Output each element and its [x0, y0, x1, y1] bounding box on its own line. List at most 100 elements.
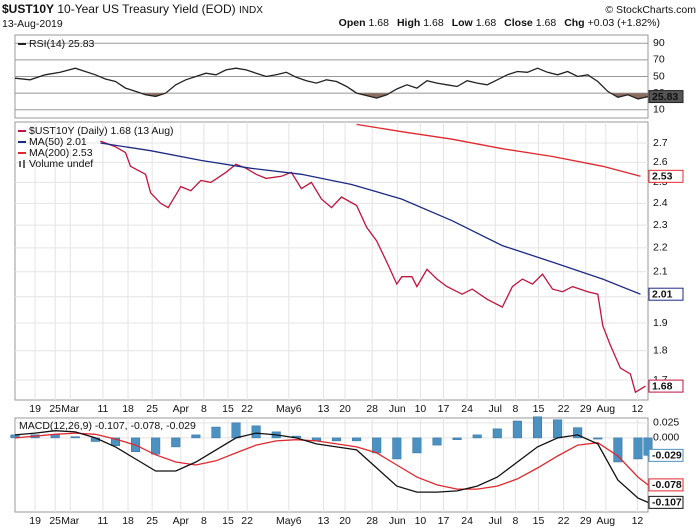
x-tick-label: 25 — [49, 403, 61, 415]
histogram-bar — [452, 437, 462, 440]
x-tick-label: Jun — [389, 403, 406, 415]
y-tick-label: 2.7 — [653, 137, 668, 149]
histogram-bar — [372, 437, 382, 454]
x-tick-label: 12 — [632, 403, 644, 415]
y-tick-label: 10 — [653, 103, 665, 115]
quote-label: Low — [452, 17, 474, 29]
x-tick-label: 28 — [366, 403, 378, 415]
last-value-box — [648, 169, 684, 183]
histogram-bar — [191, 434, 201, 439]
legend-swatch — [23, 160, 25, 168]
histogram-bar — [553, 419, 563, 439]
last-value-box — [648, 478, 684, 492]
histogram-bar — [231, 422, 241, 439]
histogram-bar — [432, 437, 442, 446]
quote-value: 1.68 — [423, 17, 444, 29]
last-value-box — [648, 448, 684, 462]
histogram-bar — [593, 437, 603, 440]
x-tick-label: Jun — [389, 515, 406, 527]
y-tick-label: 50 — [653, 70, 665, 82]
x-tick-label: Jul — [489, 515, 502, 527]
x-tick-label: 15 — [533, 403, 545, 415]
x-tick-label: 20 — [339, 403, 351, 415]
histogram-bar — [643, 437, 653, 456]
x-tick-label: Jul — [489, 403, 502, 415]
quote: Open 1.68 High 1.68 Low 1.68 Close 1.68 Chg +0.03… — [339, 17, 660, 29]
x-tick-label: 12 — [632, 515, 644, 527]
histogram-bar — [211, 426, 221, 439]
legend-label: RSI(14) 25.83 — [29, 38, 95, 50]
histogram-bar — [70, 436, 80, 439]
series-line — [100, 142, 641, 295]
quote-value: 1.68 — [476, 17, 497, 29]
quote-label: High — [397, 17, 420, 29]
y-tick-label: 2.6 — [653, 156, 668, 168]
quote-label: Close — [504, 17, 533, 29]
last-value-box — [648, 90, 684, 104]
date: 13-Aug-2019 — [2, 18, 63, 30]
x-tick-label: 13 — [318, 515, 330, 527]
legend-swatch — [19, 161, 21, 167]
histogram-bar — [492, 428, 502, 439]
histogram-bar — [151, 437, 161, 455]
chart-title: $UST10Y 10-Year US Treasury Yield (EOD) … — [2, 2, 263, 16]
legend-label: Volume undef — [29, 158, 93, 170]
x-tick-label: 13 — [318, 403, 330, 415]
x-tick-label: 22 — [558, 403, 570, 415]
x-tick-label: 10 — [415, 403, 427, 415]
x-tick-label: 18 — [122, 403, 134, 415]
histogram-bar — [412, 437, 422, 454]
x-tick-label: 8 — [201, 403, 207, 415]
y-tick-label: 2.1 — [653, 266, 668, 278]
x-tick-label: Mar — [61, 403, 80, 415]
legend-label: MA(200) 2.53 — [29, 147, 93, 159]
x-tick-label: 15 — [222, 403, 234, 415]
x-tick-label: May6 — [276, 515, 302, 527]
quote-label: Chg — [564, 17, 584, 29]
x-tick-label: 8 — [512, 515, 518, 527]
x-tick-label: 25 — [146, 403, 158, 415]
x-tick-label: 25 — [49, 515, 61, 527]
instrument-name: 10-Year US Treasury Yield (EOD) — [57, 2, 235, 16]
x-tick-label: 29 — [580, 403, 592, 415]
last-value-label: 2.01 — [652, 288, 673, 300]
x-tick-label: Mar — [61, 515, 80, 527]
x-tick-label: May6 — [276, 403, 302, 415]
y-tick-label: 1.9 — [653, 317, 668, 329]
symbol: $UST10Y — [2, 2, 54, 16]
y-tick-label: 0.000 — [653, 432, 679, 444]
series-line — [14, 67, 649, 100]
x-tick-label: Aug — [596, 515, 615, 527]
x-tick-label: 17 — [438, 515, 450, 527]
histogram-bar — [110, 437, 120, 446]
histogram-bar — [352, 437, 362, 442]
histogram-bar — [332, 437, 342, 442]
histogram-bar — [532, 416, 542, 439]
x-tick-label: 28 — [366, 515, 378, 527]
x-tick-label: 20 — [339, 515, 351, 527]
panel-title: MACD(12,26,9) -0.107, -0.078, -0.029 — [19, 420, 196, 432]
last-value-box — [648, 287, 684, 301]
quote-label: Open — [339, 17, 366, 29]
y-tick-label: 0.025 — [653, 417, 679, 429]
exchange: INDX — [239, 5, 263, 16]
x-tick-label: 29 — [580, 515, 592, 527]
x-tick-label: 19 — [29, 403, 41, 415]
x-tick-label: 8 — [201, 515, 207, 527]
legend-label: $UST10Y (Daily) 1.68 (13 Aug) — [29, 125, 174, 137]
x-tick-label: 24 — [461, 403, 473, 415]
x-tick-label: Aug — [596, 403, 615, 415]
x-tick-label: 11 — [97, 403, 108, 415]
histogram-bar — [633, 437, 643, 460]
y-tick-label: 2.2 — [653, 242, 668, 254]
y-tick-label: 90 — [653, 37, 665, 49]
last-value-label: -0.107 — [652, 497, 682, 509]
series-line — [100, 140, 646, 394]
x-tick-label: Apr — [173, 515, 190, 527]
histogram-bar — [613, 437, 623, 463]
quote-value: 1.68 — [369, 17, 390, 29]
histogram-bar — [251, 425, 261, 439]
series-line — [14, 430, 649, 503]
x-tick-label: 17 — [438, 403, 450, 415]
